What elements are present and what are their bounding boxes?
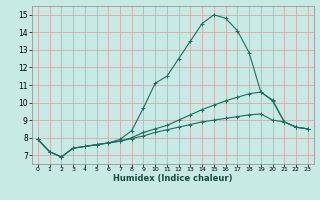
X-axis label: Humidex (Indice chaleur): Humidex (Indice chaleur) <box>113 174 233 183</box>
